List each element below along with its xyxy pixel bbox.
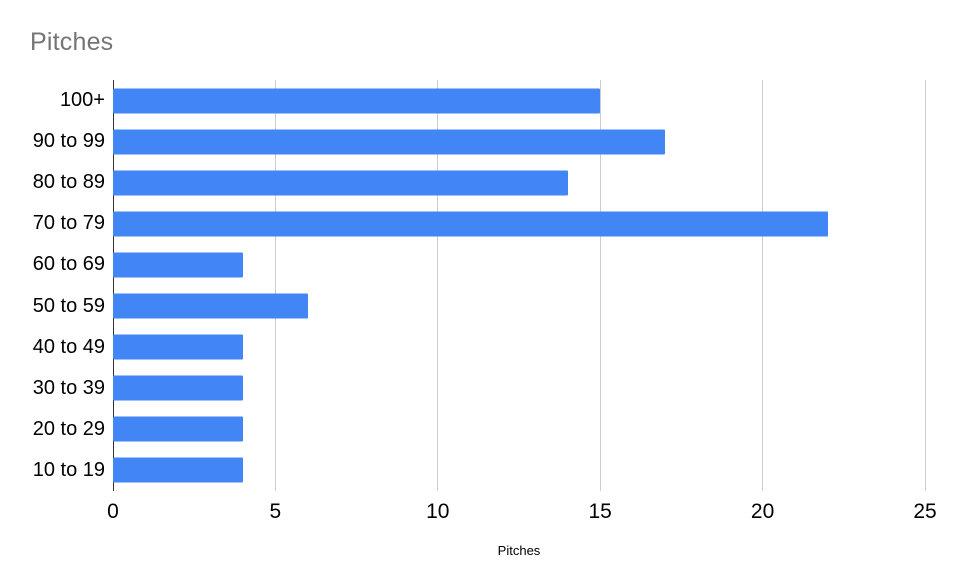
bar-row [113, 121, 925, 162]
bar-20 to 29[interactable] [113, 416, 243, 442]
category-label: 100+ [59, 89, 105, 112]
bar-30 to 39[interactable] [113, 375, 243, 401]
axis-baseline [112, 80, 114, 491]
bar-row [113, 80, 925, 121]
chart-title: Pitches [30, 28, 114, 56]
x-tick-label: 20 [750, 500, 775, 523]
gridline [924, 80, 926, 491]
gridline [437, 80, 439, 491]
bar-60 to 69[interactable] [113, 252, 243, 278]
gridlines [112, 80, 926, 491]
gridline [274, 80, 276, 491]
category-labels: 100+ 90 to 99 80 to 89 70 to 79 60 to 69 50 t… [0, 80, 105, 491]
bar-row [113, 327, 925, 368]
bar-90 to 99[interactable] [113, 129, 666, 155]
bar-row [113, 203, 925, 244]
gridline [599, 80, 601, 491]
gridline [762, 80, 764, 491]
bar-70 to 79[interactable] [113, 211, 828, 237]
x-tick-label: 15 [588, 500, 612, 523]
category-label: 10 to 19 [32, 458, 105, 481]
category-label: 30 to 39 [32, 376, 105, 399]
bar-rows [113, 80, 925, 491]
bar-row [113, 285, 925, 326]
x-tick-label: 10 [426, 500, 450, 523]
bar-row [113, 450, 925, 491]
bar-row [113, 244, 925, 285]
x-axis-ticks: 0 5 10 15 20 25 [107, 499, 937, 525]
x-tick-label: 0 [107, 500, 119, 523]
category-label: 80 to 89 [32, 171, 105, 194]
x-tick-label: 25 [913, 500, 937, 523]
category-label: 70 to 79 [32, 212, 105, 235]
category-label: 50 to 59 [32, 294, 105, 317]
category-label: 60 to 69 [32, 253, 105, 276]
category-label: 40 to 49 [32, 335, 105, 358]
x-tick-label: 5 [269, 500, 282, 523]
bar-10 to 19[interactable] [113, 457, 243, 483]
bar-row [113, 368, 925, 409]
bar-row [113, 162, 925, 203]
category-label: 90 to 99 [32, 130, 105, 153]
category-label: 20 to 29 [32, 417, 105, 440]
bar-40 to 49[interactable] [113, 334, 243, 360]
bar-row [113, 409, 925, 450]
bar-80 to 89[interactable] [113, 170, 568, 196]
x-axis-title: Pitches [497, 543, 541, 558]
bar-50 to 59[interactable] [113, 293, 308, 319]
plot-area [112, 80, 926, 491]
bar-100+[interactable] [113, 88, 601, 114]
